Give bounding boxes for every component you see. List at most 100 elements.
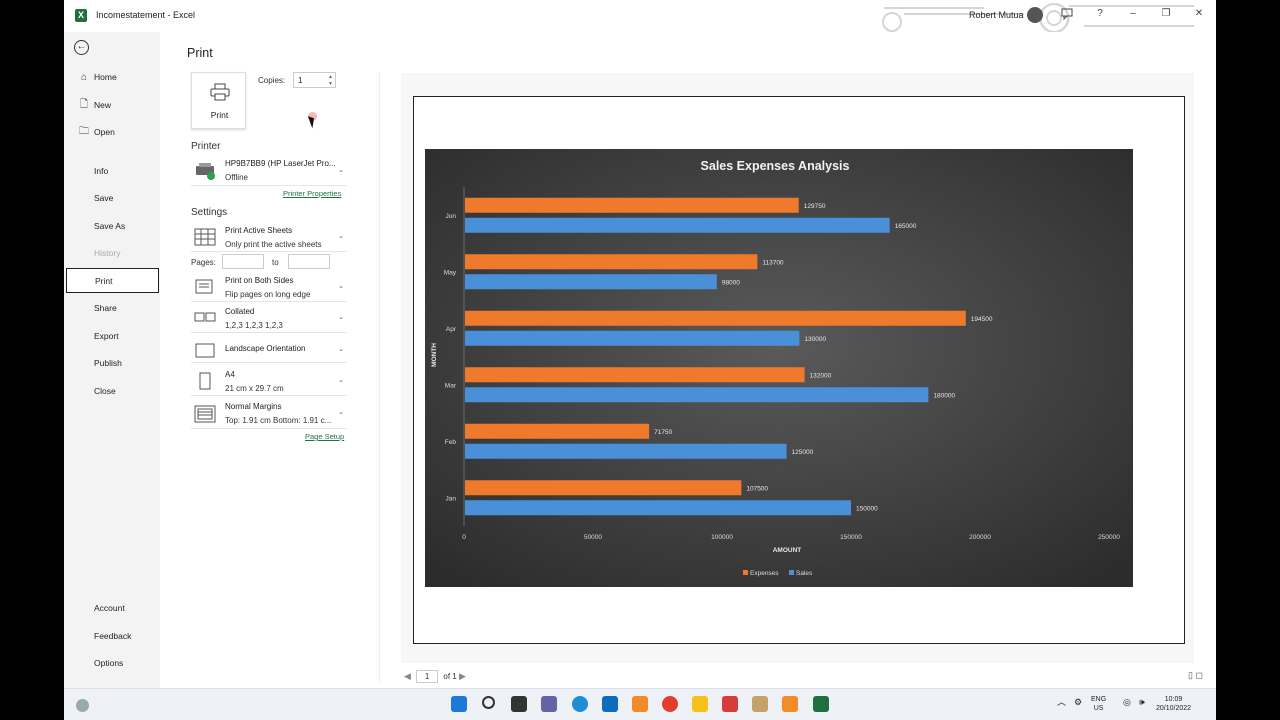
x-axis-label: AMOUNT	[773, 547, 802, 554]
nav-account[interactable]: Account	[64, 597, 160, 619]
excel-logo-icon: X	[75, 9, 87, 22]
volume-icon[interactable]: 🕪	[1139, 697, 1145, 707]
x-tick-label: 250000	[1098, 534, 1120, 541]
language-indicator[interactable]: ENG US	[1091, 695, 1106, 713]
x-tick-label: 200000	[969, 534, 991, 541]
feedback-icon[interactable]	[1060, 8, 1074, 23]
nav-new[interactable]: 🗋 New	[64, 94, 160, 116]
page-setup-link[interactable]: Page Setup	[305, 432, 345, 441]
data-label: 113700	[762, 259, 784, 266]
open-folder-icon: 🗀	[79, 125, 89, 137]
nav-print[interactable]: Print	[66, 268, 159, 293]
backstage-nav: ← ⌂ Home 🗋 New 🗀 Open Info Save Save As …	[64, 32, 160, 688]
nav-share[interactable]: Share	[64, 297, 160, 319]
nav-label: Export	[94, 331, 119, 341]
data-label: 194500	[971, 316, 993, 323]
network-vpn-icon[interactable]: ⚙	[1074, 697, 1083, 707]
print-what-dropdown[interactable]: Print Active Sheets Only print the activ…	[191, 223, 347, 252]
minimize-icon[interactable]: –	[1130, 8, 1136, 19]
app-icon[interactable]	[782, 696, 798, 712]
margins-dropdown[interactable]: Normal Margins Top: 1.91 cm Bottom: 1.91…	[191, 399, 347, 429]
zoom-controls-icon[interactable]: ▯ ◻	[1188, 670, 1203, 680]
legend-label: Expenses	[750, 570, 779, 577]
nav-publish[interactable]: Publish	[64, 352, 160, 374]
taskbar: ︿ ⚙ ENG US ◎ 🕪 10:09 20/10/2022	[64, 688, 1216, 720]
excel-taskbar-icon[interactable]	[813, 696, 829, 712]
nav-export[interactable]: Export	[64, 325, 160, 347]
nav-label: Print	[95, 275, 113, 286]
orientation-dropdown[interactable]: Landscape Orientation ⌄	[191, 337, 347, 363]
edge-icon[interactable]	[572, 696, 588, 712]
wifi-icon[interactable]: ◎	[1123, 697, 1131, 707]
chevron-up-icon[interactable]: ︿	[1057, 697, 1067, 707]
language-code: ENG	[1091, 696, 1107, 703]
task-view-icon[interactable]	[511, 696, 527, 712]
print-button[interactable]: Print	[191, 72, 246, 129]
printer-device-icon	[196, 163, 215, 180]
spin-up-icon[interactable]: ▲	[328, 74, 333, 80]
back-arrow-icon[interactable]: ←	[74, 40, 89, 55]
time: 10:09	[1164, 696, 1183, 703]
pages-to-input[interactable]	[288, 254, 330, 269]
printer-name: HP9B7BB9 (HP LaserJet Pro...	[225, 159, 336, 168]
nav-label: Save As	[94, 221, 126, 231]
home-icon: ⌂	[80, 71, 88, 83]
spin-down-icon[interactable]: ▼	[328, 81, 333, 87]
collation-dropdown[interactable]: Collated 1,2,3 1,2,3 1,2,3 ⌄	[191, 304, 347, 333]
copies-input[interactable]: 1 ▲ ▼	[293, 72, 336, 88]
chevron-down-icon: ⌄	[338, 167, 344, 174]
nav-save-as[interactable]: Save As	[64, 215, 160, 237]
user-name[interactable]: Robert Mutua	[969, 10, 1024, 20]
nav-feedback[interactable]: Feedback	[64, 625, 160, 647]
nav-home[interactable]: ⌂ Home	[64, 66, 160, 88]
next-page-icon[interactable]: ▶	[458, 671, 466, 681]
printer-properties-link[interactable]: Printer Properties	[283, 189, 342, 198]
y-tick-label: May	[444, 269, 457, 276]
search-icon[interactable]	[482, 696, 495, 709]
data-label: 129750	[804, 203, 826, 210]
legend: Expenses Sales	[743, 570, 813, 577]
data-label: 150000	[856, 505, 878, 512]
nav-close[interactable]: Close	[64, 380, 160, 402]
setting-line2: Top: 1.91 cm Bottom: 1.91 c...	[225, 416, 332, 425]
chevron-down-icon: ⌄	[338, 233, 344, 240]
title-bar: X Incomestatement - Excel Robert Mutua ?…	[64, 0, 1216, 32]
nav-open[interactable]: 🗀 Open	[64, 121, 160, 143]
bar-sales	[465, 274, 717, 290]
close-icon[interactable]: ✕	[1194, 8, 1204, 19]
y-tick-label: Apr	[446, 326, 457, 333]
clock[interactable]: 10:09 20/10/2022	[1156, 695, 1191, 713]
paper-size-dropdown[interactable]: A4 21 cm x 29.7 cm ⌄	[191, 367, 347, 396]
setting-line2: Only print the active sheets	[225, 240, 322, 249]
nav-save[interactable]: Save	[64, 187, 160, 209]
pages-from-input[interactable]	[222, 254, 264, 269]
maximize-icon[interactable]: ❐	[1161, 8, 1171, 19]
copies-value: 1	[298, 76, 303, 85]
vlc-icon[interactable]	[632, 696, 648, 712]
chrome-icon[interactable]	[662, 696, 678, 712]
widgets-icon[interactable]	[76, 699, 89, 712]
chevron-down-icon: ⌄	[338, 346, 344, 353]
bar-sales	[465, 500, 851, 516]
page-number-input[interactable]: 1	[416, 670, 439, 683]
duplex-dropdown[interactable]: Print on Both Sides Flip pages on long e…	[191, 273, 347, 302]
paper-size-icon	[199, 372, 211, 390]
help-icon[interactable]: ?	[1097, 8, 1103, 19]
nav-info[interactable]: Info	[64, 160, 160, 182]
setting-line1: Collated	[225, 307, 255, 316]
avatar[interactable]	[1027, 7, 1043, 23]
x-tick-label: 50000	[584, 534, 602, 541]
prev-page-icon[interactable]: ◀	[404, 671, 411, 681]
start-icon[interactable]	[451, 696, 467, 712]
page-navigator: ◀ 1 of 1 ▶	[404, 670, 466, 683]
y-tick-label: Mar	[445, 382, 457, 389]
recorder-icon[interactable]	[722, 696, 738, 712]
region-code: US	[1093, 705, 1104, 712]
file-explorer-icon[interactable]	[692, 696, 708, 712]
nav-options[interactable]: Options	[64, 652, 160, 674]
store-icon[interactable]	[602, 696, 618, 712]
printer-dropdown[interactable]: HP9B7BB9 (HP LaserJet Pro... Offline ⌄	[191, 156, 347, 186]
setting-line1: A4	[225, 370, 235, 379]
teams-icon[interactable]	[541, 696, 557, 712]
media-icon[interactable]	[752, 696, 768, 712]
